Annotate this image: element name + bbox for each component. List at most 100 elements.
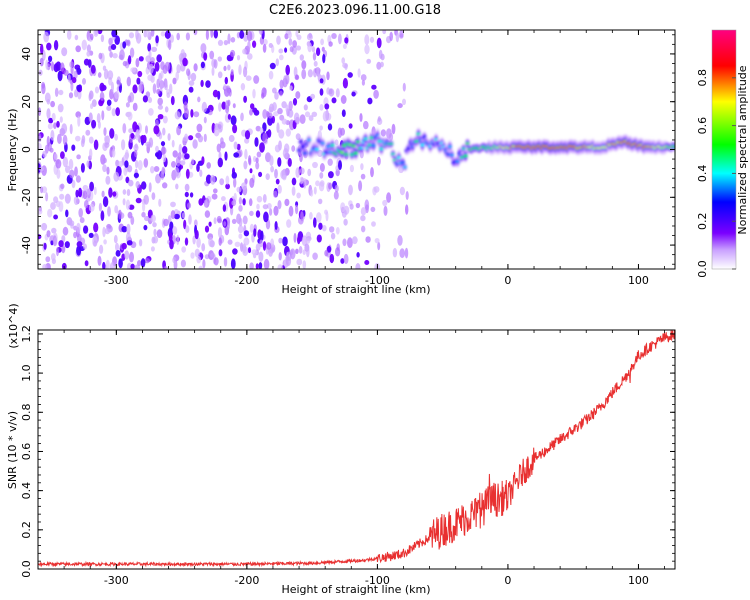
ridge-cell bbox=[369, 136, 374, 140]
y-tick-label: -20 bbox=[20, 188, 33, 206]
heatmap-noise-blob bbox=[373, 186, 380, 193]
heatmap-noise-blob bbox=[205, 80, 211, 88]
heatmap-noise-blob bbox=[82, 78, 86, 85]
ridge-cell bbox=[459, 156, 464, 159]
heatmap-noise-blob bbox=[194, 248, 200, 258]
heatmap-noise-blob bbox=[80, 138, 85, 148]
heatmap-noise-blob bbox=[359, 113, 363, 122]
heatmap-noise-blob bbox=[155, 145, 159, 153]
heatmap-noise-blob bbox=[39, 57, 44, 67]
heatmap-noise-blob bbox=[259, 239, 264, 248]
heatmap-noise-blob bbox=[331, 33, 337, 39]
heatmap-noise-blob bbox=[61, 262, 67, 269]
heatmap-noise-blob bbox=[247, 247, 252, 254]
heatmap-noise-blob bbox=[43, 242, 47, 250]
heatmap-noise-blob bbox=[88, 112, 93, 123]
heatmap-noise-blob bbox=[344, 63, 348, 70]
heatmap-noise-blob bbox=[100, 210, 105, 221]
heatmap-noise-blob bbox=[64, 241, 70, 249]
heatmap-noise-blob bbox=[176, 234, 180, 246]
heatmap-noise-blob bbox=[172, 150, 178, 158]
heatmap-noise-blob bbox=[58, 89, 64, 96]
heatmap-noise-blob bbox=[249, 177, 255, 188]
heatmap-noise-blob bbox=[348, 123, 353, 129]
heatmap-noise-blob bbox=[73, 231, 78, 239]
heatmap-noise-blob bbox=[312, 52, 317, 61]
heatmap-noise-blob bbox=[243, 230, 250, 237]
heatmap-noise-blob bbox=[364, 44, 370, 55]
heatmap-noise-blob bbox=[209, 50, 215, 60]
heatmap-noise-blob bbox=[301, 60, 307, 70]
heatmap-noise-blob bbox=[108, 37, 113, 46]
heatmap-noise-blob bbox=[297, 235, 301, 245]
heatmap-noise-blob bbox=[334, 139, 339, 146]
heatmap-noise-blob bbox=[307, 69, 313, 78]
heatmap-noise-blob bbox=[243, 66, 248, 78]
heatmap-noise-blob bbox=[238, 205, 243, 212]
heatmap-noise-blob bbox=[86, 44, 91, 53]
heatmap-noise-blob bbox=[125, 199, 131, 211]
heatmap-noise-blob bbox=[51, 112, 56, 121]
heatmap-noise-blob bbox=[316, 212, 322, 223]
heatmap-noise-blob bbox=[118, 209, 122, 220]
heatmap-noise-blob bbox=[278, 48, 284, 54]
heatmap-noise-blob bbox=[97, 255, 102, 266]
heatmap-noise-blob bbox=[164, 82, 168, 91]
heatmap-noise-blob bbox=[130, 263, 135, 269]
heatmap-noise-blob bbox=[84, 200, 89, 209]
heatmap-noise-layer bbox=[38, 30, 409, 269]
heatmap-noise-blob bbox=[329, 226, 335, 233]
heatmap-noise-blob bbox=[316, 47, 321, 56]
heatmap-signal-ridge bbox=[296, 127, 675, 171]
heatmap-noise-blob bbox=[262, 132, 268, 144]
heatmap-noise-blob bbox=[310, 93, 316, 100]
heatmap-noise-blob bbox=[88, 136, 94, 144]
heatmap-noise-blob bbox=[114, 91, 120, 100]
heatmap-noise-blob bbox=[258, 262, 263, 269]
heatmap-noise-blob bbox=[185, 32, 190, 41]
heatmap-noise-blob bbox=[162, 153, 167, 163]
heatmap-noise-blob bbox=[121, 139, 126, 151]
heatmap-noise-blob bbox=[71, 179, 76, 189]
heatmap-noise-blob bbox=[148, 182, 152, 193]
heatmap-noise-blob bbox=[70, 81, 74, 92]
heatmap-noise-blob bbox=[208, 221, 212, 227]
ridge-cell bbox=[326, 145, 331, 148]
heatmap-noise-blob bbox=[68, 92, 74, 99]
heatmap-noise-blob bbox=[150, 166, 155, 174]
heatmap-noise-blob bbox=[299, 114, 306, 124]
heatmap-noise-blob bbox=[144, 258, 151, 264]
heatmap-noise-blob bbox=[196, 163, 200, 172]
heatmap-noise-blob bbox=[97, 72, 102, 78]
heatmap-noise-blob bbox=[279, 90, 283, 97]
heatmap-noise-blob bbox=[148, 108, 154, 116]
heatmap-noise-blob bbox=[343, 253, 349, 265]
heatmap-noise-blob bbox=[206, 162, 211, 169]
heatmap-noise-blob bbox=[227, 64, 231, 71]
heatmap-noise-blob bbox=[106, 99, 112, 106]
heatmap-noise-blob bbox=[141, 211, 146, 218]
heatmap-noise-blob bbox=[355, 202, 361, 209]
heatmap-noise-blob bbox=[276, 122, 280, 133]
heatmap-noise-blob bbox=[156, 150, 163, 160]
heatmap-noise-blob bbox=[182, 57, 188, 67]
heatmap-noise-blob bbox=[292, 98, 298, 106]
heatmap-noise-blob bbox=[59, 193, 65, 200]
heatmap-noise-blob bbox=[188, 135, 194, 141]
heatmap-noise-blob bbox=[84, 260, 89, 267]
heatmap-noise-blob bbox=[216, 215, 222, 223]
heatmap-noise-blob bbox=[71, 144, 76, 151]
heatmap-noise-blob bbox=[324, 249, 329, 257]
heatmap-noise-blob bbox=[38, 206, 43, 212]
heatmap-noise-blob bbox=[324, 103, 330, 110]
heatmap-noise-blob bbox=[127, 111, 133, 121]
heatmap-noise-blob bbox=[285, 256, 292, 267]
heatmap-noise-blob bbox=[109, 262, 115, 269]
heatmap-noise-blob bbox=[246, 30, 253, 42]
heatmap-noise-blob bbox=[102, 226, 106, 238]
heatmap-noise-blob bbox=[160, 141, 166, 147]
heatmap-noise-blob bbox=[340, 258, 345, 264]
heatmap-noise-blob bbox=[232, 124, 238, 134]
heatmap-noise-blob bbox=[102, 261, 106, 269]
heatmap-noise-blob bbox=[172, 77, 177, 85]
